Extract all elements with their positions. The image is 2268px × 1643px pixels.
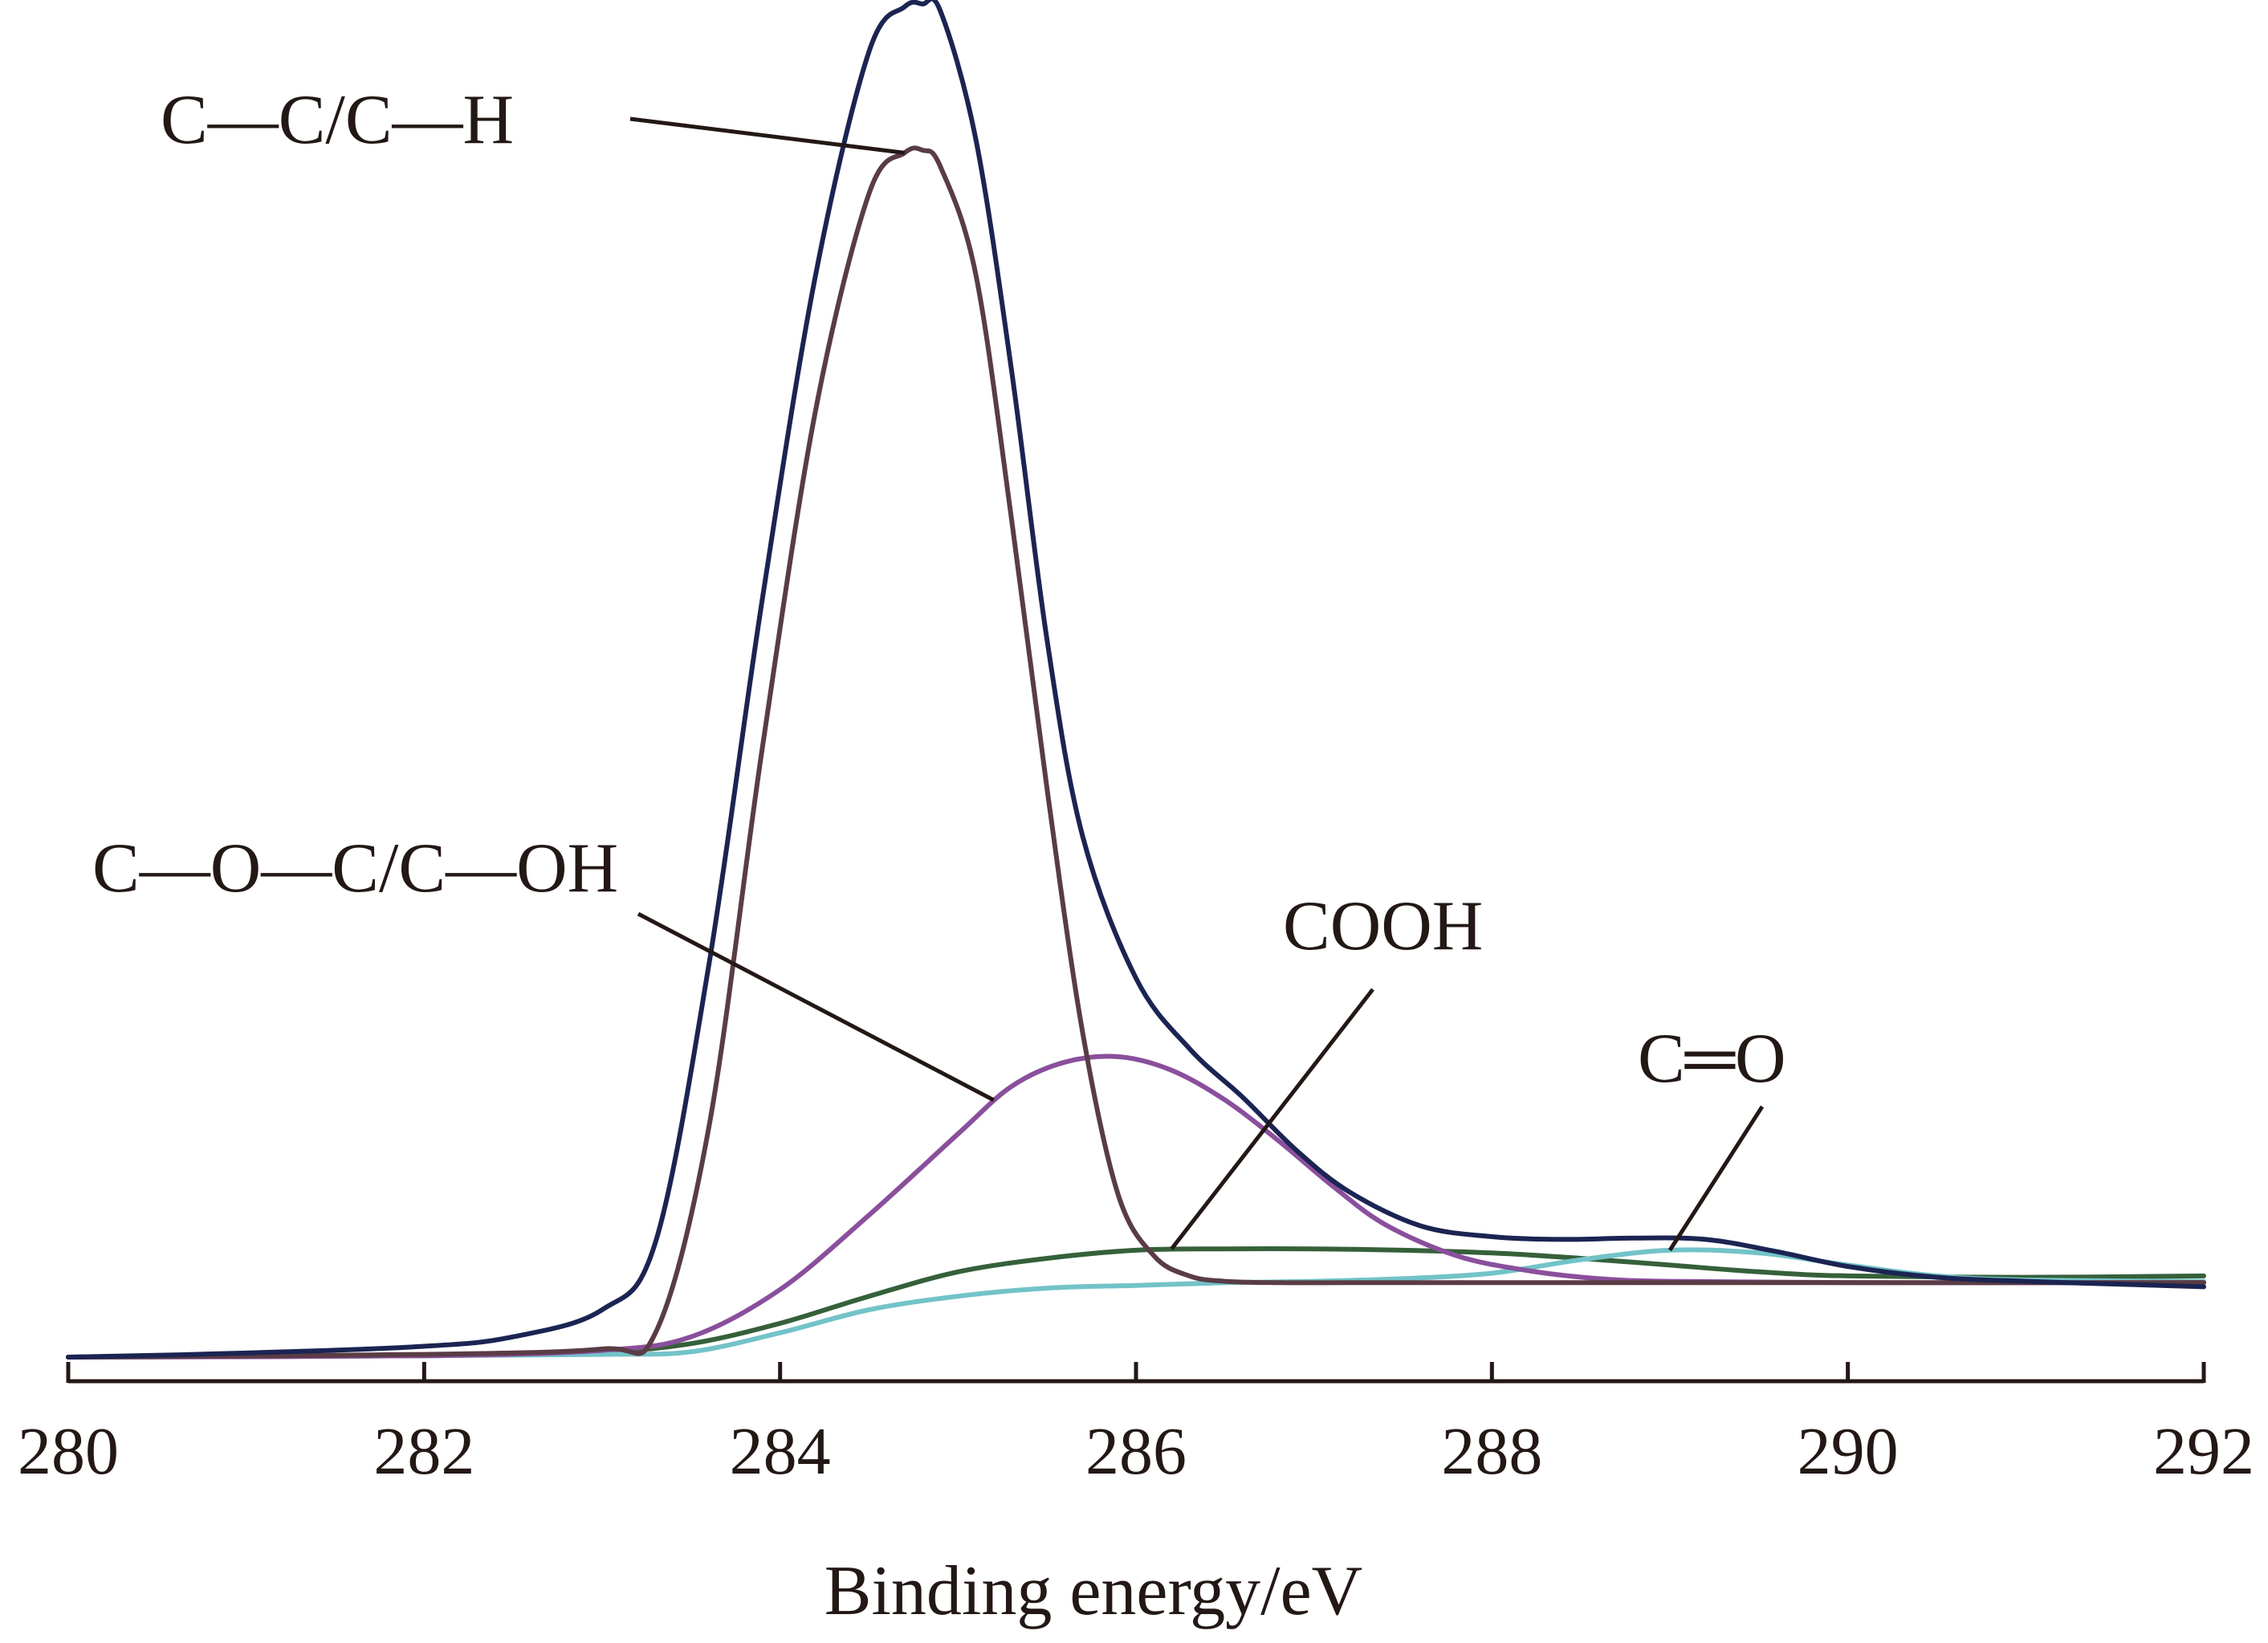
series-line-c-o <box>66 1247 2206 1360</box>
x-tick-label: 284 <box>730 1414 831 1489</box>
annotation-leader-line <box>629 116 906 155</box>
annotation-leader-line <box>637 911 995 1103</box>
x-tick-label: 288 <box>1441 1414 1542 1489</box>
annotation-cooh: COOH <box>1283 887 1483 965</box>
annotation-c-o: C═O <box>1638 1020 1786 1098</box>
annotation-c-c-c-h: C—C/C—H <box>161 81 514 159</box>
series-line-envelope <box>66 0 2206 1360</box>
x-tick-label: 292 <box>2153 1414 2254 1489</box>
x-tick-label: 282 <box>373 1414 474 1489</box>
series-line-c-c-c-h <box>66 145 2206 1360</box>
series-line-cooh <box>66 1246 2206 1360</box>
x-axis: 280 282 284 286 288 290 292 <box>18 1362 2254 1489</box>
x-tick-label: 280 <box>18 1414 119 1489</box>
x-tick-label: 286 <box>1085 1414 1187 1489</box>
annotation-leader-line <box>1170 988 1374 1250</box>
x-tick-label: 290 <box>1798 1414 1899 1489</box>
peak-annotations: C—C/C—H C—O—C/C—OH COOH C═O <box>92 81 1786 1252</box>
plot-area <box>66 0 2206 1360</box>
series-line-c-o-c-c-oh <box>66 1054 2206 1360</box>
annotation-leader-line <box>1667 1105 1765 1252</box>
x-axis-title: Binding energy/eV <box>825 1552 1362 1630</box>
annotation-c-o-c-c-oh: C—O—C/C—OH <box>92 830 618 907</box>
